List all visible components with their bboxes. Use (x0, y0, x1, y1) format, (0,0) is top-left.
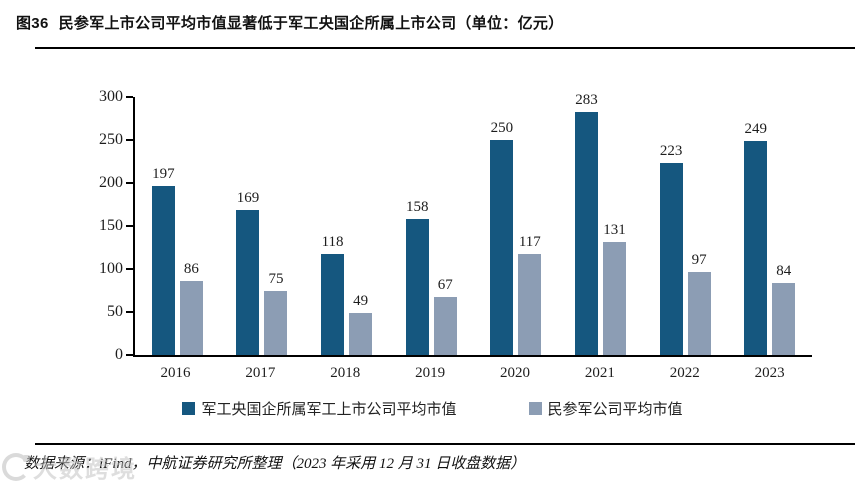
bar (490, 140, 514, 355)
bar-wrap: 169 (236, 189, 260, 355)
bar-value-label: 84 (776, 262, 792, 279)
bar (405, 219, 429, 355)
bar-value-label: 97 (691, 251, 707, 268)
bar-wrap: 283 (574, 91, 598, 355)
y-tick-mark (126, 354, 133, 356)
legend: 军工央国企所属军工上市公司平均市值 民参军公司平均市值 (0, 398, 865, 419)
data-source-note: 数据来源：iFind，中航证券研究所整理（2023 年采用 12 月 31 日收… (24, 456, 526, 472)
bar (602, 242, 626, 355)
bar-value-label: 169 (236, 189, 260, 206)
x-tick-label: 2021 (584, 365, 615, 381)
bar-value-label: 117 (518, 234, 541, 251)
bar (321, 253, 345, 355)
bar-value-label: 197 (152, 165, 175, 182)
bar-group: 250 117 (474, 97, 559, 355)
bar-wrap: 197 (151, 165, 175, 355)
bar-value-label: 223 (659, 143, 683, 160)
x-tick-label: 2023 (754, 365, 785, 381)
x-tick-label: 2019 (415, 365, 446, 381)
bar-wrap: 117 (518, 234, 542, 355)
bar-value-label: 49 (353, 292, 369, 309)
bar-wrap: 67 (433, 277, 457, 355)
bars-row: 197 86 169 75 118 49 158 67 250 117 283 131 223 97 249… (135, 92, 812, 355)
legend-item: 军工央国企所属军工上市公司平均市值 (182, 398, 457, 419)
bar (264, 290, 288, 355)
bar-group: 249 84 (727, 97, 812, 355)
bar-wrap: 158 (405, 199, 429, 355)
y-tick-label: 50 (107, 303, 123, 320)
bar (744, 140, 768, 355)
y-tick-mark (126, 268, 133, 270)
y-tick-mark (126, 182, 133, 184)
bar-wrap: 250 (490, 120, 514, 355)
bar (772, 282, 796, 355)
y-tick-mark (126, 139, 133, 141)
legend-item: 民参军公司平均市值 (528, 398, 683, 419)
y-tick-label: 300 (99, 88, 123, 105)
bar (687, 271, 711, 355)
bar (574, 111, 598, 355)
bar (433, 297, 457, 355)
bar-value-label: 86 (183, 261, 199, 277)
bar-wrap: 131 (602, 222, 626, 355)
y-tick-label: 100 (99, 260, 123, 277)
bottom-divider (35, 443, 855, 445)
plot-area: 197 86 169 75 118 49 158 67 250 117 283 131 223 97 249… (99, 88, 812, 363)
y-tick-mark (126, 311, 133, 313)
bar-wrap: 86 (179, 261, 203, 355)
y-tick-label: 250 (99, 131, 123, 148)
bar (236, 209, 260, 355)
bar (151, 185, 175, 355)
bar-wrap: 49 (349, 292, 373, 355)
bar-wrap: 84 (772, 262, 796, 355)
bar-value-label: 158 (405, 199, 429, 216)
figure-title-text: 民参军上市公司平均市值显著低于军工央国企所属上市公司（单位：亿元） (58, 15, 564, 32)
bar-value-label: 118 (321, 233, 344, 250)
bar (349, 312, 373, 355)
x-tick-label: 2018 (330, 365, 361, 381)
bar-group: 223 97 (643, 97, 728, 355)
bar-wrap: 118 (321, 233, 345, 355)
bar-group: 169 75 (220, 97, 305, 355)
legend-label: 军工央国企所属军工上市公司平均市值 (201, 402, 457, 418)
figure-number: 图36 (16, 15, 49, 32)
bar-value-label: 131 (603, 222, 626, 239)
plot-wrap: 197 86 169 75 118 49 158 67 250 117 283 131 223 97 249… (99, 88, 812, 382)
legend-swatch (182, 402, 196, 415)
bar-value-label: 250 (490, 120, 514, 136)
bar-group: 283 131 (558, 92, 643, 355)
bar-chart: 197 86 169 75 118 49 158 67 250 117 283 131 223 97 249… (0, 88, 865, 419)
bar (659, 163, 683, 355)
bar-value-label: 249 (744, 120, 767, 137)
top-divider (35, 47, 855, 49)
y-tick-label: 150 (99, 217, 123, 234)
x-tick-label: 2016 (160, 365, 191, 381)
bar-group: 158 67 (389, 97, 474, 355)
bar-wrap: 97 (687, 251, 711, 355)
bar-wrap: 75 (264, 270, 288, 355)
x-tick-label: 2020 (499, 365, 530, 381)
legend-swatch (528, 402, 542, 415)
bar-value-label: 67 (437, 277, 453, 294)
bar (179, 281, 203, 355)
x-tick-label: 2017 (245, 365, 276, 381)
bar-wrap: 249 (744, 120, 768, 355)
x-axis-labels: 2016 2017 2018 2019 2020 2021 2022 2023 (133, 365, 812, 382)
figure-title: 图36 民参军上市公司平均市值显著低于军工央国企所属上市公司（单位：亿元） (16, 12, 564, 33)
bar-group: 118 49 (304, 97, 389, 355)
bar-value-label: 75 (268, 270, 284, 287)
y-tick-mark (126, 225, 133, 227)
y-tick-label: 0 (115, 346, 123, 363)
y-tick-label: 200 (99, 174, 123, 191)
y-tick-mark (126, 96, 133, 98)
bar-wrap: 223 (659, 143, 683, 355)
bar-value-label: 283 (575, 91, 598, 108)
bar-group: 197 86 (135, 97, 220, 355)
x-tick-label: 2022 (669, 365, 700, 381)
bar (518, 254, 542, 355)
legend-label: 民参军公司平均市值 (547, 402, 683, 418)
